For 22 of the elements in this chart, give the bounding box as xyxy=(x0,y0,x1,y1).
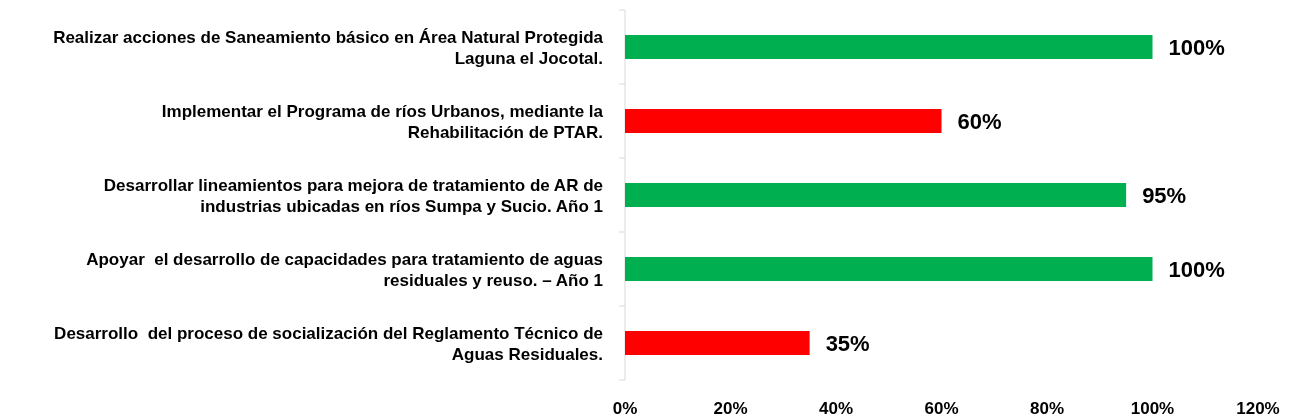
x-tick-label: 0% xyxy=(612,399,638,418)
y-tick-label: Desarrollo del proceso de socialización del Reglamento Técnico de Aguas Residuales. xyxy=(54,323,603,364)
x-tick-label: 40% xyxy=(818,399,854,418)
x-tick-label: 120% xyxy=(1236,399,1280,418)
bar xyxy=(625,109,942,133)
bar xyxy=(625,183,1127,207)
y-tick-label: Apoyar el desarrollo de capacidades para tratamiento de aguas residuales y reuso. – Año 1 xyxy=(86,249,603,290)
data-label: 100% xyxy=(1168,35,1225,60)
x-tick-label: 20% xyxy=(713,399,748,418)
bar xyxy=(625,331,810,355)
data-label: 95% xyxy=(1142,183,1187,208)
data-label: 35% xyxy=(825,331,870,356)
y-tick-label: Implementar el Programa de ríos Urbanos, mediante la Rehabilitación de PTAR. xyxy=(161,101,604,142)
x-tick-label: 60% xyxy=(924,399,959,418)
bar xyxy=(625,35,1153,59)
data-label: 100% xyxy=(1168,257,1225,282)
x-tick-label: 100% xyxy=(1130,399,1175,418)
y-tick-label: Desarrollar lineamientos para mejora de tratamiento de AR de industrias ubicadas en ríos Sumpa y Sucio. Año 1 xyxy=(103,175,603,216)
y-tick-label: Realizar acciones de Saneamiento básico en Área Natural Protegida Laguna el Jocotal. xyxy=(53,27,604,68)
x-tick-label: 80% xyxy=(1029,399,1065,418)
bar xyxy=(625,257,1153,281)
data-label: 60% xyxy=(957,109,1002,134)
